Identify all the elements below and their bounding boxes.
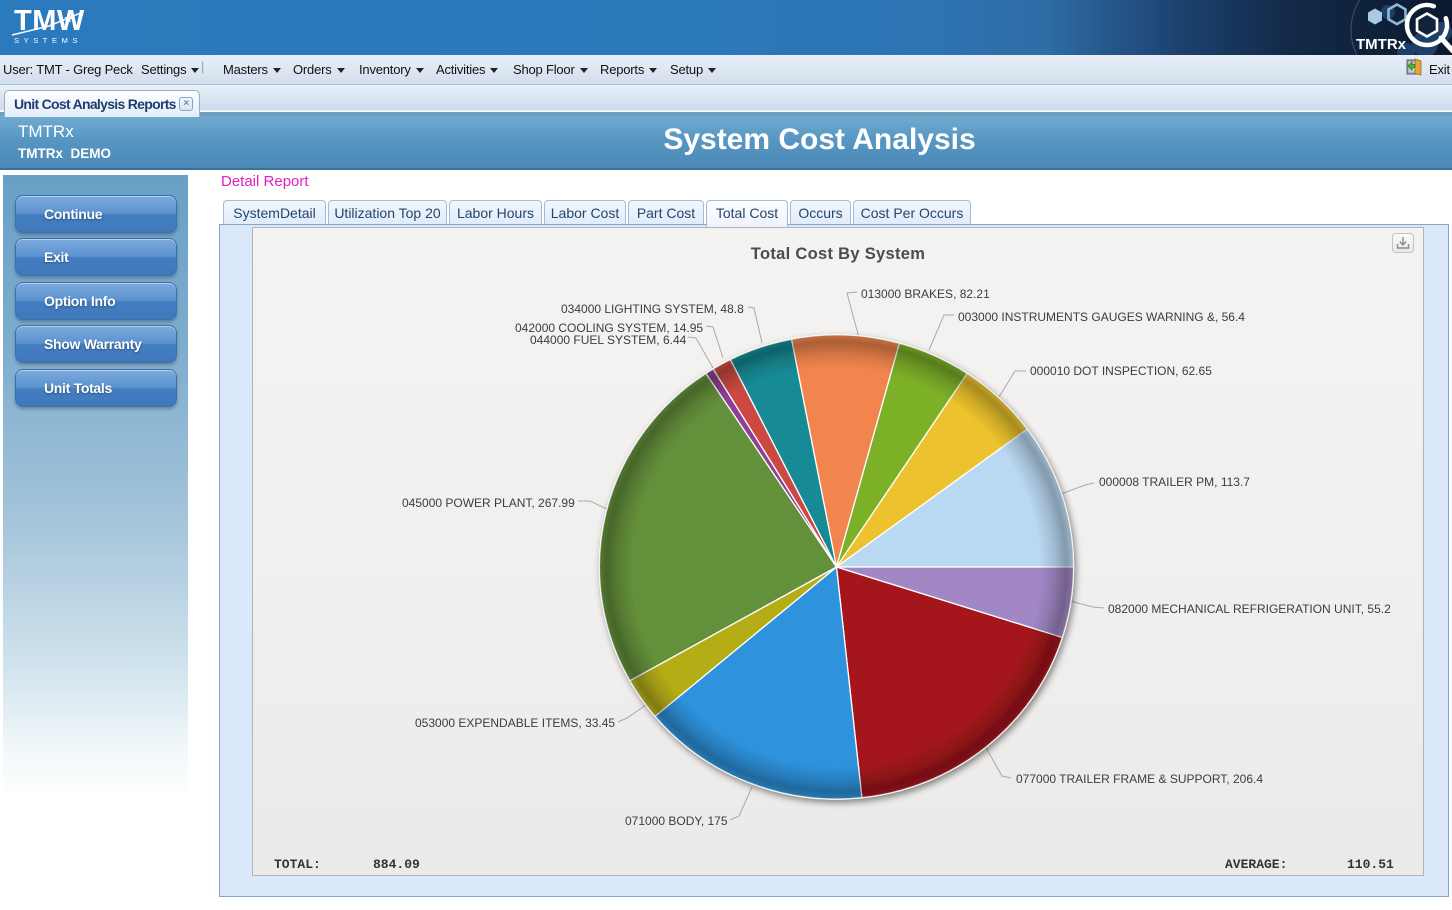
- svg-text:TMTRx: TMTRx: [1356, 36, 1407, 53]
